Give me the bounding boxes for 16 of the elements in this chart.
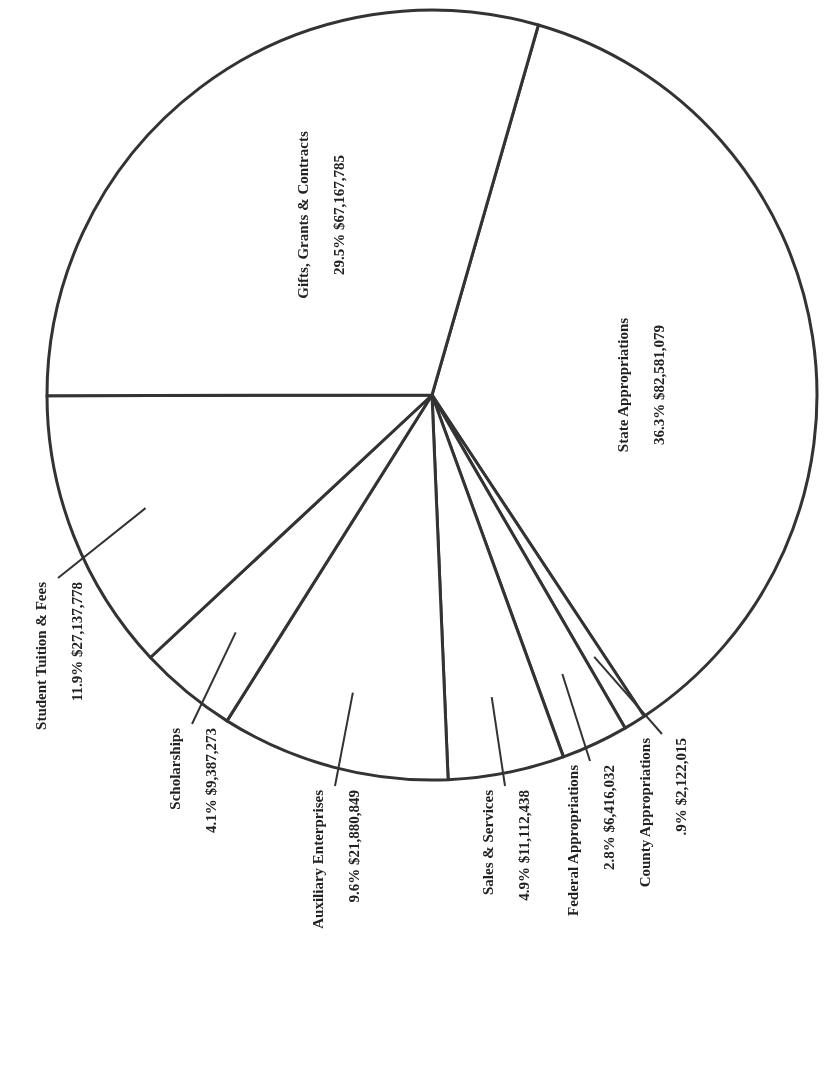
slice-label: Auxiliary Enterprises bbox=[310, 789, 326, 929]
slice-label: County Appropriations bbox=[637, 737, 653, 888]
data-label: 2.8% $6,416,032 bbox=[601, 765, 617, 870]
data-label: 11.9% $27,137,778 bbox=[69, 582, 85, 702]
slice-label: State Appropriations bbox=[615, 317, 631, 453]
data-label: 36.3% $82,581,079 bbox=[651, 325, 667, 445]
slice-label: Student Tuition & Fees bbox=[33, 581, 49, 730]
slice-label: Federal Appropriations bbox=[565, 764, 581, 916]
data-label: 9.6% $21,880,849 bbox=[346, 790, 362, 903]
data-label: 29.5% $67,167,785 bbox=[331, 155, 347, 275]
data-label: .9% $2,122,015 bbox=[673, 738, 689, 836]
slice-label: Gifts, Grants & Contracts bbox=[295, 131, 311, 299]
data-label: 4.9% $11,112,438 bbox=[516, 790, 532, 901]
slice-label: Scholarships bbox=[167, 727, 183, 810]
data-label: 4.1% $9,387,273 bbox=[203, 728, 219, 833]
slice-label: Sales & Services bbox=[480, 789, 496, 895]
